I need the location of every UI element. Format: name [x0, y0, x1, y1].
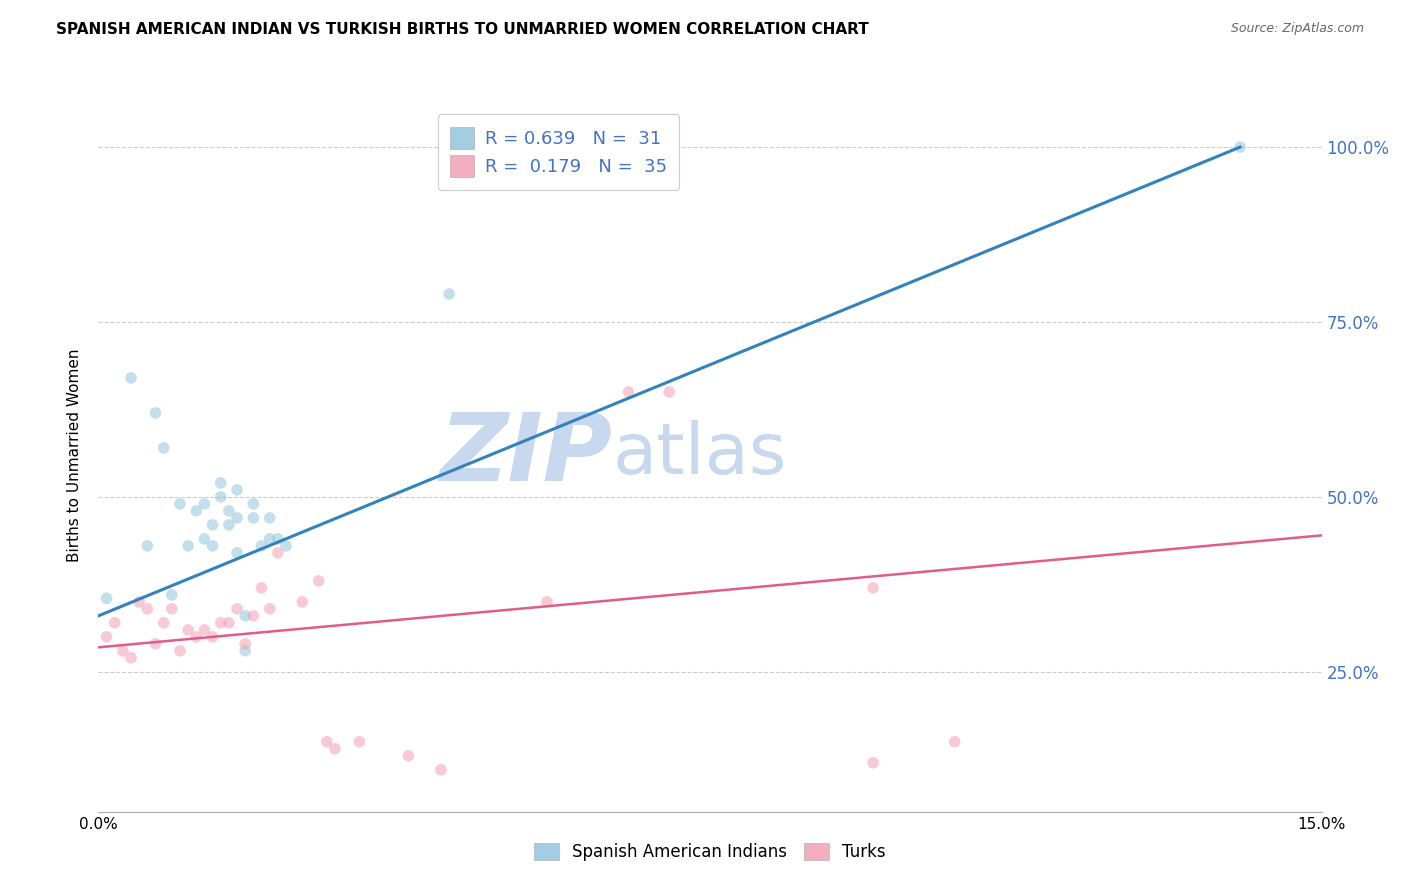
Point	[160, 588, 183, 602]
Point	[177, 539, 200, 553]
Point	[128, 595, 150, 609]
Point	[430, 763, 453, 777]
Point	[437, 287, 460, 301]
Point	[186, 630, 208, 644]
Point	[104, 615, 127, 630]
Point	[111, 644, 134, 658]
Point	[862, 756, 884, 770]
Point	[218, 517, 240, 532]
Point	[209, 490, 232, 504]
Point	[120, 371, 142, 385]
Point	[308, 574, 330, 588]
Point	[152, 441, 174, 455]
Point	[291, 595, 314, 609]
Point	[315, 735, 337, 749]
Point	[136, 602, 159, 616]
Point	[259, 511, 281, 525]
Point	[145, 406, 167, 420]
Point	[862, 581, 884, 595]
Point	[617, 384, 640, 399]
Point	[259, 532, 281, 546]
Point	[177, 623, 200, 637]
Point	[259, 602, 281, 616]
Point	[96, 630, 118, 644]
Point	[186, 504, 208, 518]
Point	[250, 581, 273, 595]
Point	[160, 602, 183, 616]
Point	[226, 483, 249, 497]
Point	[349, 735, 371, 749]
Point	[267, 532, 290, 546]
Text: Source: ZipAtlas.com: Source: ZipAtlas.com	[1230, 22, 1364, 36]
Point	[136, 539, 159, 553]
Point	[250, 539, 273, 553]
Point	[226, 546, 249, 560]
Point	[226, 511, 249, 525]
Point	[152, 615, 174, 630]
Point	[658, 384, 681, 399]
Y-axis label: Births to Unmarried Women: Births to Unmarried Women	[67, 348, 83, 562]
Point	[233, 644, 256, 658]
Point	[396, 748, 419, 763]
Point	[1229, 140, 1251, 154]
Point	[242, 497, 264, 511]
Point	[201, 630, 224, 644]
Point	[169, 644, 191, 658]
Point	[145, 637, 167, 651]
Legend: Spanish American Indians, Turks: Spanish American Indians, Turks	[527, 836, 893, 868]
Point	[209, 475, 232, 490]
Point	[218, 504, 240, 518]
Point	[242, 608, 264, 623]
Point	[233, 637, 256, 651]
Point	[242, 511, 264, 525]
Point	[943, 735, 966, 749]
Point	[193, 497, 215, 511]
Point	[193, 532, 215, 546]
Point	[274, 539, 297, 553]
Point	[226, 602, 249, 616]
Point	[96, 591, 118, 606]
Point	[233, 608, 256, 623]
Point	[201, 539, 224, 553]
Point	[323, 741, 346, 756]
Point	[267, 546, 290, 560]
Point	[201, 517, 224, 532]
Text: ZIP: ZIP	[439, 409, 612, 501]
Point	[169, 497, 191, 511]
Point	[209, 615, 232, 630]
Text: SPANISH AMERICAN INDIAN VS TURKISH BIRTHS TO UNMARRIED WOMEN CORRELATION CHART: SPANISH AMERICAN INDIAN VS TURKISH BIRTH…	[56, 22, 869, 37]
Text: atlas: atlas	[612, 420, 786, 490]
Point	[120, 650, 142, 665]
Point	[218, 615, 240, 630]
Point	[193, 623, 215, 637]
Point	[536, 595, 558, 609]
